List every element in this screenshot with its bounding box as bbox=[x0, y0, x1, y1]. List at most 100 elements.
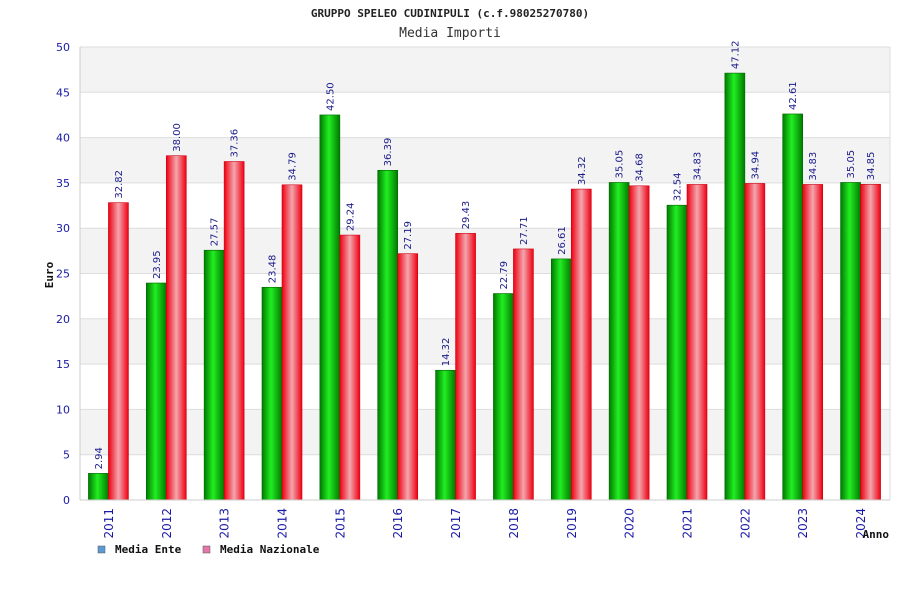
bar-media-ente bbox=[493, 293, 514, 501]
bar-media-nazionale bbox=[513, 248, 534, 501]
y-tick-label: 5 bbox=[63, 449, 70, 462]
data-label: 23.95 bbox=[152, 250, 163, 279]
chart-subtitle: Media Importi bbox=[399, 26, 501, 41]
bar-media-ente bbox=[145, 282, 167, 501]
grid-band bbox=[80, 137, 890, 183]
data-label: 34.68 bbox=[635, 153, 646, 182]
data-label: 35.05 bbox=[615, 150, 626, 179]
data-label: 26.61 bbox=[557, 226, 568, 255]
data-label: 34.83 bbox=[808, 152, 819, 181]
bar-media-ente bbox=[782, 113, 804, 501]
data-label: 29.24 bbox=[345, 202, 356, 231]
bar-media-nazionale bbox=[165, 155, 187, 501]
bars bbox=[88, 72, 881, 501]
data-label: 42.61 bbox=[788, 81, 799, 110]
data-label: 27.57 bbox=[210, 218, 221, 247]
data-label: 29.43 bbox=[461, 201, 472, 230]
x-tick-labels: 2011 2012 2013 2014 2015 2016 2017 2018 2019 2020… bbox=[102, 508, 868, 539]
bar-media-nazionale bbox=[455, 233, 476, 501]
bar-media-nazionale bbox=[339, 234, 361, 501]
bar-media-ente bbox=[840, 182, 861, 501]
bar-media-ente bbox=[435, 369, 456, 501]
bar-media-ente bbox=[550, 258, 572, 501]
data-label: 32.54 bbox=[673, 173, 684, 202]
data-label: 34.79 bbox=[288, 152, 299, 181]
data-label: 34.85 bbox=[866, 152, 877, 181]
data-label: 27.19 bbox=[403, 221, 414, 250]
legend-swatch bbox=[202, 545, 211, 554]
bar-media-ente bbox=[608, 182, 630, 501]
data-label: 2.94 bbox=[94, 447, 105, 469]
bar-media-nazionale bbox=[686, 184, 708, 501]
grid-band bbox=[80, 228, 890, 274]
y-tick-label: 10 bbox=[56, 403, 70, 416]
legend-label: Media Ente bbox=[115, 543, 182, 556]
x-tick-label: 2023 bbox=[796, 508, 810, 539]
bar-media-nazionale bbox=[802, 184, 824, 501]
x-tick-label: 2019 bbox=[565, 508, 579, 539]
y-tick-labels: 0 5 10 15 20 25 30 35 40 45 50 bbox=[56, 41, 70, 507]
y-tick-label: 25 bbox=[56, 268, 70, 281]
bar-media-ente bbox=[88, 473, 109, 501]
grid-band bbox=[80, 409, 890, 455]
bar-media-ente bbox=[724, 72, 746, 501]
bar-media-nazionale bbox=[397, 253, 419, 501]
y-tick-label: 40 bbox=[56, 132, 70, 145]
bar-media-ente bbox=[377, 170, 399, 501]
x-tick-label: 2016 bbox=[391, 508, 405, 539]
legend-label: Media Nazionale bbox=[220, 543, 320, 556]
grid-band bbox=[80, 182, 890, 229]
x-tick-label: 2022 bbox=[738, 508, 752, 539]
y-tick-label: 15 bbox=[56, 358, 70, 371]
x-tick-label: 2014 bbox=[276, 508, 290, 539]
chart-title: GRUPPO SPELEO CUDINIPULI (c.f.9802527078… bbox=[311, 7, 589, 20]
grid-band bbox=[80, 92, 890, 138]
y-tick-label: 35 bbox=[56, 177, 70, 190]
x-tick-label: 2012 bbox=[160, 508, 174, 539]
data-label: 36.39 bbox=[383, 138, 394, 167]
x-tick-label: 2011 bbox=[102, 508, 116, 539]
y-tick-label: 50 bbox=[56, 41, 70, 54]
legend: Media Ente Media Nazionale bbox=[97, 543, 320, 556]
bar-media-ente bbox=[319, 114, 341, 501]
data-label: 14.32 bbox=[441, 338, 452, 367]
x-tick-label: 2017 bbox=[449, 508, 463, 539]
grid-band bbox=[80, 273, 890, 319]
y-tick-label: 20 bbox=[56, 313, 70, 326]
grid-band bbox=[80, 318, 890, 365]
data-label: 37.36 bbox=[230, 129, 241, 158]
bar-media-ente bbox=[203, 249, 225, 501]
x-axis-label: Anno bbox=[863, 528, 890, 541]
axes bbox=[79, 47, 891, 501]
grid-band bbox=[80, 454, 890, 500]
x-tick-label: 2013 bbox=[218, 508, 232, 539]
y-axis-label: Euro bbox=[43, 261, 56, 288]
x-tick-label: 2018 bbox=[507, 508, 521, 539]
x-tick-label: 2020 bbox=[623, 508, 637, 539]
bar-media-ente bbox=[261, 286, 283, 501]
data-label: 32.82 bbox=[114, 170, 125, 199]
data-label: 38.00 bbox=[172, 123, 183, 152]
grid-band bbox=[80, 47, 890, 93]
y-tick-label: 30 bbox=[56, 222, 70, 235]
bar-media-nazionale bbox=[570, 188, 592, 501]
data-label: 22.79 bbox=[499, 261, 510, 290]
y-tick-label: 0 bbox=[63, 494, 70, 507]
data-label: 34.94 bbox=[750, 151, 761, 180]
x-tick-label: 2021 bbox=[681, 508, 695, 539]
bar-media-ente bbox=[666, 204, 688, 501]
y-tick-label: 45 bbox=[56, 86, 70, 99]
data-label: 23.48 bbox=[268, 255, 279, 284]
data-label: 42.50 bbox=[325, 82, 336, 111]
bar-media-nazionale bbox=[108, 202, 129, 501]
x-tick-label: 2024 bbox=[854, 508, 868, 539]
data-label: 27.71 bbox=[519, 216, 530, 245]
data-label: 35.05 bbox=[846, 150, 857, 179]
bar-media-nazionale bbox=[744, 183, 766, 501]
bar-media-nazionale bbox=[223, 161, 245, 501]
data-label: 34.83 bbox=[693, 152, 704, 181]
x-tick-label: 2015 bbox=[333, 508, 347, 539]
legend-swatch bbox=[97, 545, 106, 554]
bar-media-nazionale bbox=[860, 183, 881, 501]
